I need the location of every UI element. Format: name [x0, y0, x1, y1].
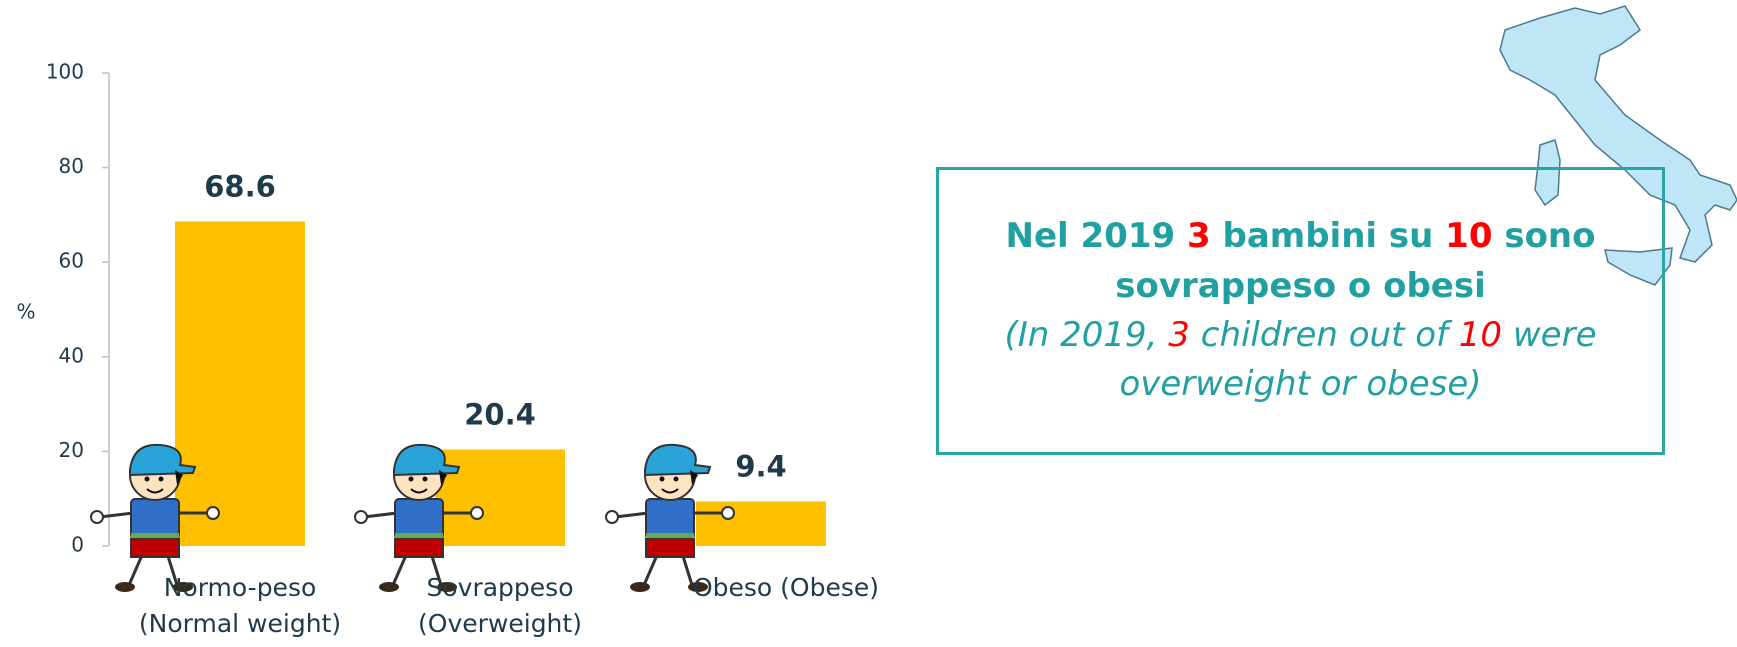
callout-text: were overweight or obese) — [1119, 315, 1597, 405]
y-tick-label: 40 — [59, 343, 84, 367]
x-tick-label: Sovrappeso (Overweight) — [418, 573, 582, 639]
callout-highlight: 3 — [1168, 315, 1190, 355]
value-label: 68.6 — [204, 170, 276, 204]
x-tick-label: Normo-peso (Normal weight) — [138, 573, 342, 639]
x-tick-label: Obeso (Obese) — [692, 573, 880, 602]
y-tick-label: 100 — [46, 60, 84, 84]
callout-translation: (In 2019, 3 children out of 10 were over… — [999, 311, 1602, 410]
callout-main: Nel 2019 3 bambini su 10 sono sovrappeso… — [999, 212, 1602, 311]
bar — [696, 501, 826, 546]
callout-text: sono sovrappeso o obesi — [1115, 216, 1596, 306]
y-tick-label: 0 — [71, 533, 84, 557]
callout-text: bambini su — [1210, 216, 1446, 257]
bar — [175, 221, 305, 546]
callout-highlight: 10 — [1445, 216, 1493, 257]
value-label: 9.4 — [735, 450, 786, 484]
value-label: 20.4 — [464, 398, 536, 432]
callout-text: children out of — [1189, 315, 1459, 355]
callout-highlight: 10 — [1458, 315, 1503, 355]
callout-text: (In 2019, — [1004, 315, 1169, 355]
italy-map — [1499, 5, 1737, 286]
callout-text: Nel 2019 — [1005, 216, 1187, 257]
y-axis-label: % — [16, 300, 35, 324]
y-tick-label: 60 — [59, 249, 84, 273]
callout-highlight: 3 — [1186, 216, 1211, 257]
y-tick-label: 80 — [59, 154, 84, 178]
bar — [435, 449, 565, 546]
y-tick-label: 20 — [59, 438, 84, 462]
callout-box: Nel 2019 3 bambini su 10 sono sovrappeso… — [936, 167, 1665, 455]
